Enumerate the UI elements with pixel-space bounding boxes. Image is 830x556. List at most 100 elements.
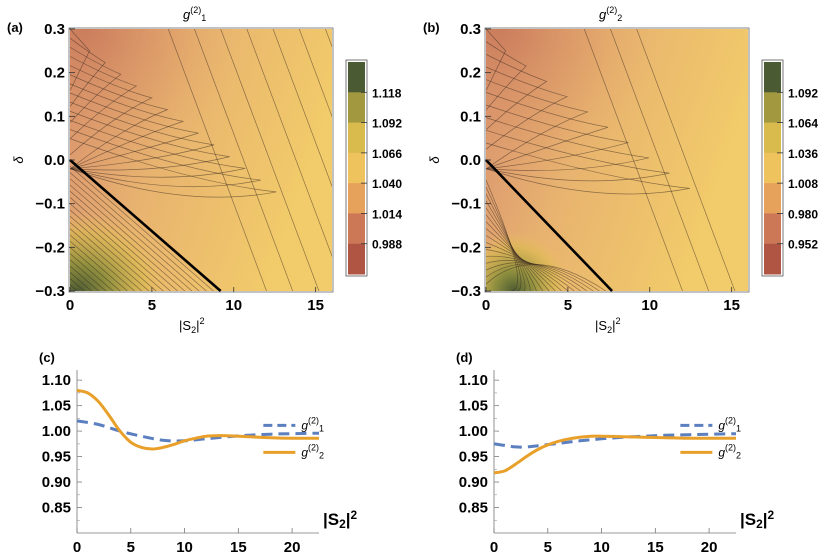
legend-label-g1: g(2)1: [718, 415, 741, 433]
contour-line: [70, 234, 135, 291]
contour-line: [486, 129, 670, 182]
y-tick-label: −0.2: [35, 239, 65, 256]
contour-line: [486, 186, 522, 291]
contour-line: [167, 29, 267, 291]
contour-line: [70, 46, 122, 123]
y-tick-label: 0.1: [460, 108, 481, 125]
colorbar-frame: [345, 59, 368, 277]
y-tick-label: 0.1: [44, 108, 65, 125]
panel-title: g(2)2: [599, 5, 622, 23]
contour-line: [70, 203, 171, 291]
contour-line: [70, 92, 199, 170]
contour-line: [70, 74, 169, 170]
colorbar-swatch: [348, 213, 365, 245]
y-tick-label: 1.00: [42, 423, 71, 440]
colorbar-label: 1.064: [788, 117, 818, 131]
colorbar-swatch: [348, 92, 365, 124]
contour-line: [220, 29, 320, 291]
x-tick-label: 10: [593, 539, 610, 556]
x-tick-label: 10: [225, 297, 242, 314]
y-tick-label: −0.3: [35, 283, 65, 300]
contour-line: [70, 209, 164, 291]
legend-label-g2: g(2)2: [301, 442, 324, 460]
contour-line: [636, 29, 736, 291]
contour-line: [486, 214, 544, 291]
contour-line: [486, 249, 575, 291]
contour-line: [70, 272, 92, 291]
contour-line: [70, 110, 230, 171]
x-tick-label: 5: [564, 297, 572, 314]
contour-line: [486, 179, 518, 291]
x-axis-label: |S2|2: [323, 508, 358, 531]
contour-lines: [70, 29, 332, 291]
x-tick-label: 5: [148, 297, 156, 314]
y-tick-label: 0.95: [459, 449, 488, 466]
contour-line: [486, 228, 556, 291]
colorbar-frame: [761, 59, 784, 277]
contour-line: [70, 222, 150, 291]
y-tick-label: 0.90: [42, 474, 71, 491]
colorbar-swatch: [764, 183, 781, 214]
x-tick-label: 0: [73, 539, 81, 556]
x-tick-label: 5: [127, 539, 135, 556]
colorbar-label: 0.980: [788, 207, 818, 221]
contour-line: [246, 29, 332, 258]
y-tick-label: 0.90: [459, 474, 488, 491]
x-tick-label: 0: [482, 297, 490, 314]
panel-b: 0.3 0.2 0.1 0.0 −0.1 −0.2 −0.30 5 10 15 (b) g(2)2 δ |…: [423, 5, 818, 335]
y-tick-label: 1.10: [42, 372, 71, 389]
contour-line: [486, 29, 507, 91]
x-tick-label: 15: [723, 297, 740, 314]
y-tick-label: 1.05: [42, 398, 71, 415]
x-tick-label: 5: [544, 539, 552, 556]
y-tick-label: −0.1: [35, 196, 65, 213]
y-tick-label: −0.3: [451, 283, 481, 300]
y-tick-label: −0.1: [451, 196, 481, 213]
y-tick-label: 0.0: [44, 152, 65, 169]
contour-line: [583, 29, 683, 291]
x-tick-label: 20: [701, 539, 718, 556]
contour-line: [486, 66, 569, 150]
y-tick-label: 0.95: [42, 449, 71, 466]
legend-label-g2: g(2)2: [718, 442, 741, 460]
colorbar-swatch: [348, 183, 365, 214]
colorbar-label: 1.014: [372, 207, 402, 221]
colorbar-swatch: [764, 92, 781, 124]
colorbar-swatch: [764, 243, 781, 275]
contour-line: [194, 29, 294, 291]
contour-line: [70, 253, 114, 291]
contour-line: [70, 129, 261, 188]
y-tick-label: 0.85: [459, 500, 488, 517]
contour-line: [70, 190, 186, 291]
colorbar-label: 1.040: [372, 177, 402, 191]
contour-line: [70, 165, 214, 291]
colorbar-swatch: [764, 152, 781, 184]
x-tick-label: 0: [490, 539, 498, 556]
colorbar-label: 1.008: [788, 177, 818, 191]
x-tick-label: 0: [66, 297, 74, 314]
panel-d: 1.10 1.05 1.00 0.95 0.90 0.85 0 5 10 15 20 g(2)1 g(2…: [456, 350, 775, 556]
contour-line: [70, 65, 153, 155]
contour-line: [486, 54, 548, 130]
colorbar-swatch: [764, 213, 781, 245]
panel-label: (b): [423, 20, 440, 35]
contour-line: [486, 200, 531, 291]
contour-line: [298, 29, 332, 118]
y-tick-label: 0.2: [44, 65, 65, 82]
colorbar-swatch: [348, 62, 365, 93]
y-tick-label: 0.3: [44, 21, 65, 38]
x-tick-label: 10: [641, 297, 658, 314]
panel-a: 0.3 0.2 0.1 0.0 −0.1 −0.2 −0.30 5 10 15 (a) g(2)1 δ |…: [7, 5, 402, 335]
colorbar-label: 1.118: [372, 86, 402, 100]
colorbar-label: 0.952: [788, 238, 818, 252]
contour-line: [70, 56, 138, 139]
contour-line: [70, 278, 85, 291]
contour-line: [486, 142, 690, 195]
y-tick-label: 0.0: [460, 152, 481, 169]
colorbar-swatch: [348, 122, 365, 154]
contour-line: [486, 41, 527, 111]
series-line-g2: [76, 388, 319, 451]
y-tick-label: 0.3: [460, 21, 481, 38]
contour-line: [610, 29, 710, 291]
